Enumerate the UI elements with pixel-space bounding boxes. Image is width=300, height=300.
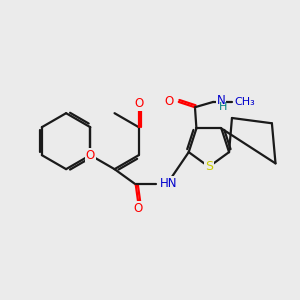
Text: HN: HN <box>160 177 177 190</box>
Text: O: O <box>134 202 143 214</box>
Text: N: N <box>217 94 226 107</box>
Text: H: H <box>219 102 228 112</box>
Text: S: S <box>205 160 213 173</box>
Text: CH₃: CH₃ <box>234 97 255 107</box>
Text: O: O <box>86 149 95 162</box>
Text: O: O <box>134 97 143 110</box>
Text: O: O <box>164 95 173 108</box>
